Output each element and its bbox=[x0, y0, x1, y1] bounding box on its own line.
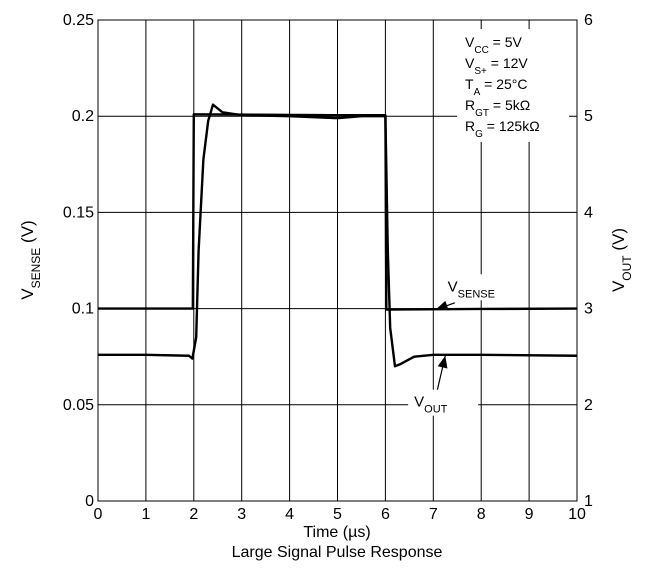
annotation-label-sub: OUT bbox=[424, 404, 448, 416]
x-tick-label: 7 bbox=[429, 506, 438, 523]
condition-line: TA = 25°C bbox=[465, 76, 527, 98]
x-tick-label: 10 bbox=[568, 506, 586, 523]
condition-line-rest: = 25°C bbox=[480, 76, 527, 92]
condition-line-rest: = 5V bbox=[489, 34, 523, 50]
annotation-label-main: V bbox=[414, 394, 424, 411]
annotation-label-main: V bbox=[448, 278, 458, 295]
y-right-tick-label: 5 bbox=[584, 108, 593, 125]
condition-line: VS+ = 12V bbox=[465, 55, 528, 77]
y-right-tick-label: 4 bbox=[584, 204, 593, 221]
condition-line: VCC = 5V bbox=[465, 34, 523, 56]
x-axis-label: Time (µs) bbox=[303, 524, 370, 541]
y-left-tick-label: 0 bbox=[85, 493, 94, 510]
condition-line-sub: G bbox=[475, 129, 483, 140]
condition-line-rest: = 5kΩ bbox=[489, 97, 530, 113]
annotation-label-bg bbox=[408, 389, 479, 416]
condition-line: RGT = 5kΩ bbox=[465, 97, 530, 119]
y-left-label-text: VSENSE (V) bbox=[18, 220, 43, 299]
y-right-tick-label: 1 bbox=[584, 493, 593, 510]
series-line-vout bbox=[98, 103, 578, 368]
condition-line-main: R bbox=[465, 97, 475, 113]
condition-line-rest: = 12V bbox=[487, 55, 529, 71]
x-tick-label: 9 bbox=[525, 506, 534, 523]
condition-line-main: V bbox=[465, 55, 475, 71]
plot-frame bbox=[97, 19, 578, 502]
condition-line-main: R bbox=[465, 118, 475, 134]
x-tick-label: 4 bbox=[285, 506, 294, 523]
y-left-tick-label: 0.2 bbox=[72, 108, 94, 125]
y-right-tick-label: 3 bbox=[584, 301, 593, 318]
condition-line-rest: = 125kΩ bbox=[483, 118, 540, 134]
x-tick-label: 1 bbox=[141, 506, 150, 523]
y-right-label-text: VOUT (V) bbox=[609, 228, 634, 292]
annotation-label-bg bbox=[441, 274, 512, 301]
y-right-label-text-main: V bbox=[609, 280, 628, 292]
x-tick-label: 2 bbox=[189, 506, 198, 523]
x-tick-labels: 0 1 2 3 4 5 6 7 8 9 10 bbox=[94, 506, 586, 523]
y-left-label-text-main: V bbox=[18, 288, 37, 300]
y-right-label-text-rest: (V) bbox=[609, 228, 628, 255]
x-tick-label: 5 bbox=[333, 506, 342, 523]
annotation-arrow-head bbox=[435, 300, 449, 311]
condition-line-sub: CC bbox=[474, 45, 488, 56]
x-tick-label: 0 bbox=[94, 506, 103, 523]
conditions-box-bg bbox=[457, 29, 569, 142]
annotation-label: VOUT bbox=[414, 394, 448, 416]
series-lines bbox=[98, 103, 578, 368]
y-left-tick-label: 0.05 bbox=[63, 397, 94, 414]
y-right-label-text-sub: OUT bbox=[620, 255, 634, 281]
condition-line: RG = 125kΩ bbox=[465, 118, 540, 140]
condition-line-main: V bbox=[465, 34, 475, 50]
y-right-tick-label: 6 bbox=[584, 12, 593, 29]
y-left-label-text-rest: (V) bbox=[18, 220, 37, 247]
y-left-label-text-sub: SENSE bbox=[29, 248, 43, 289]
condition-line-sub: A bbox=[474, 87, 481, 98]
condition-line-main: T bbox=[465, 76, 474, 92]
x-tick-label: 8 bbox=[477, 506, 486, 523]
y-left-tick-label: 0.1 bbox=[72, 301, 94, 318]
y-right-tick-label: 2 bbox=[584, 397, 593, 414]
condition-line-sub: S+ bbox=[474, 66, 487, 77]
annotation-label-sub: SENSE bbox=[458, 288, 495, 300]
y-left-axis-label: VSENSE (V) bbox=[18, 220, 43, 299]
y-right-tick-labels: 1 2 3 4 5 6 bbox=[584, 12, 593, 510]
condition-line-sub: GT bbox=[475, 108, 489, 119]
y-left-tick-label: 0.15 bbox=[63, 204, 94, 221]
annotation-arrow-head bbox=[437, 355, 448, 369]
annotation-label: VSENSE bbox=[448, 278, 495, 300]
x-tick-label: 3 bbox=[237, 506, 246, 523]
y-left-tick-label: 0.25 bbox=[63, 12, 94, 29]
x-tick-label: 6 bbox=[381, 506, 390, 523]
y-right-axis-label: VOUT (V) bbox=[609, 228, 634, 292]
chart-title: Large Signal Pulse Response bbox=[232, 544, 443, 561]
y-left-tick-labels: 0 0.05 0.1 0.15 0.2 0.25 bbox=[63, 12, 94, 510]
